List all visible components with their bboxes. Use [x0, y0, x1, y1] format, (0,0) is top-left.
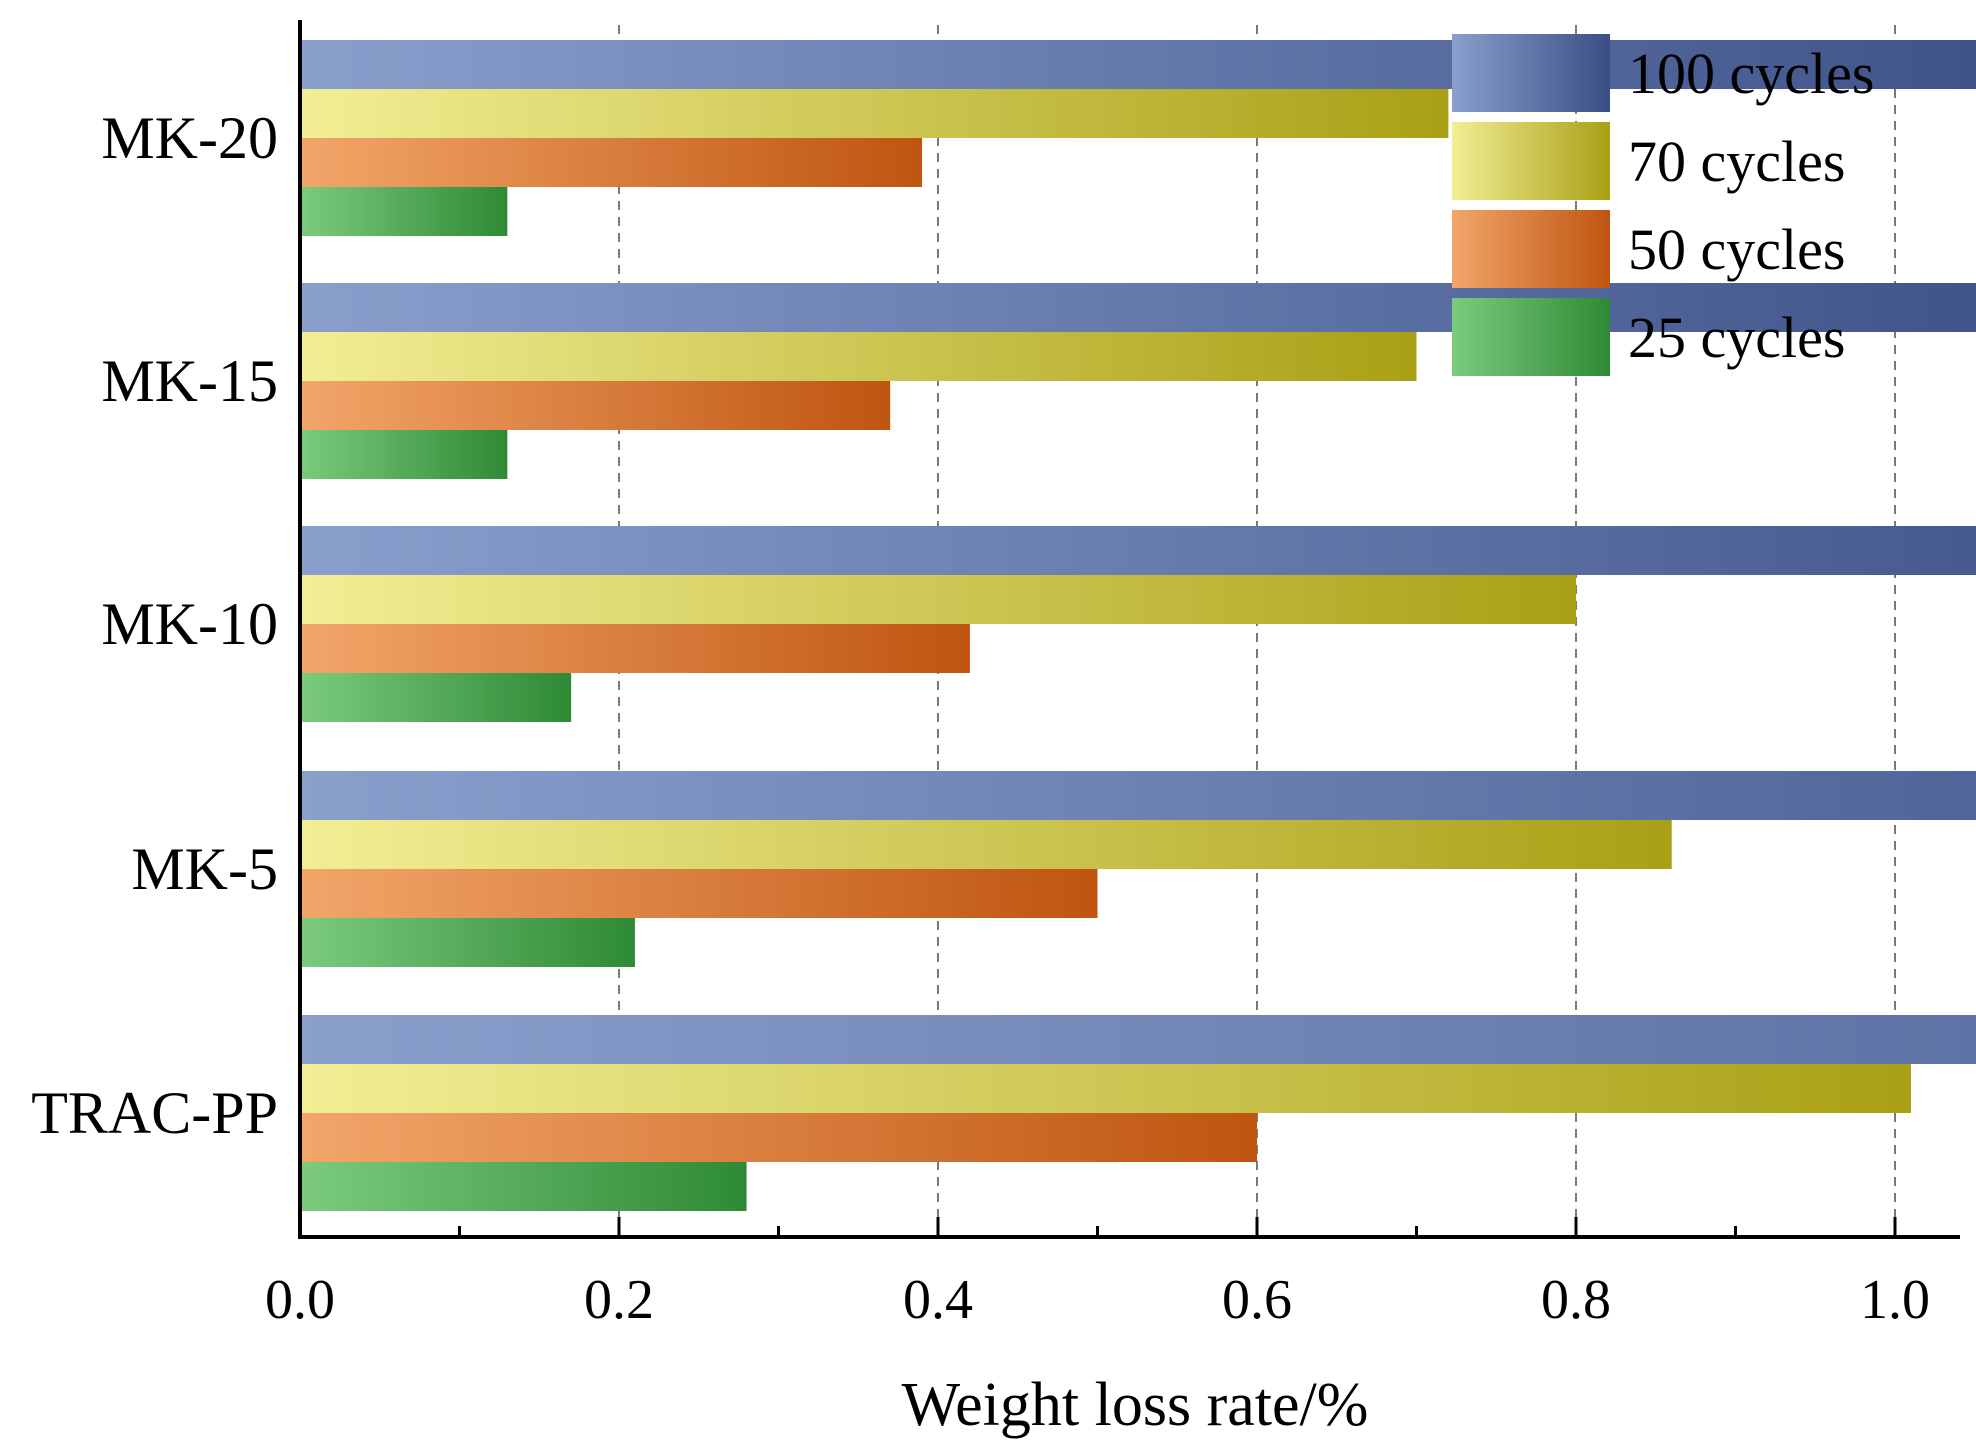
bar-mk-20-70-cycles [300, 89, 1449, 138]
bar-trac-pp-70-cycles [300, 1064, 1911, 1113]
bar-mk-5-100-cycles [300, 771, 1976, 820]
bar-mk-10-70-cycles [300, 575, 1576, 624]
category-label: MK-5 [131, 836, 278, 902]
bar-mk-5-70-cycles [300, 820, 1672, 869]
legend: 100 cycles 70 cycles 50 cycles 25 cycles [1452, 34, 1874, 376]
x-tick-label: 0.2 [584, 1269, 654, 1331]
category-label: MK-10 [101, 591, 278, 657]
bar-mk-20-50-cycles [300, 138, 923, 187]
bar-mk-20-25-cycles [300, 187, 508, 236]
bar-trac-pp-50-cycles [300, 1113, 1257, 1162]
x-tick-label: 1.0 [1860, 1269, 1930, 1331]
bar-mk-15-25-cycles [300, 430, 508, 479]
x-tick-label: 0.0 [265, 1269, 335, 1331]
legend-label: 100 cycles [1628, 41, 1874, 106]
legend-swatch-100-cycles [1452, 34, 1610, 112]
category-label: TRAC-PP [31, 1080, 278, 1146]
bar-mk-10-25-cycles [300, 673, 572, 722]
x-tick-label: 0.8 [1541, 1269, 1611, 1331]
bar-mk-15-100-cycles [300, 283, 1976, 332]
bar-mk-20-100-cycles [300, 40, 1976, 89]
x-tick-label: 0.4 [903, 1269, 973, 1331]
bars [300, 40, 1976, 1211]
legend-label: 25 cycles [1628, 305, 1845, 370]
legend-swatch-50-cycles [1452, 210, 1610, 288]
bar-mk-15-70-cycles [300, 332, 1417, 381]
x-axis-title: Weight loss rate/% [902, 1371, 1369, 1439]
category-label: MK-20 [101, 105, 278, 171]
labels: 0.00.20.40.60.81.01.21.41.61.82.0MK-20MK… [31, 105, 1930, 1331]
bar-mk-10-100-cycles [300, 526, 1976, 575]
bar-trac-pp-100-cycles [300, 1015, 1976, 1064]
legend-swatch-70-cycles [1452, 122, 1610, 200]
bar-mk-10-50-cycles [300, 624, 970, 673]
legend-label: 50 cycles [1628, 217, 1845, 282]
bar-trac-pp-25-cycles [300, 1162, 747, 1211]
legend-label: 70 cycles [1628, 129, 1845, 194]
bar-mk-15-50-cycles [300, 381, 891, 430]
bar-mk-5-50-cycles [300, 869, 1098, 918]
x-tick-label: 0.6 [1222, 1269, 1292, 1331]
bar-mk-5-25-cycles [300, 918, 635, 967]
legend-swatch-25-cycles [1452, 298, 1610, 376]
axes [298, 20, 1960, 1239]
category-label: MK-15 [101, 348, 278, 414]
